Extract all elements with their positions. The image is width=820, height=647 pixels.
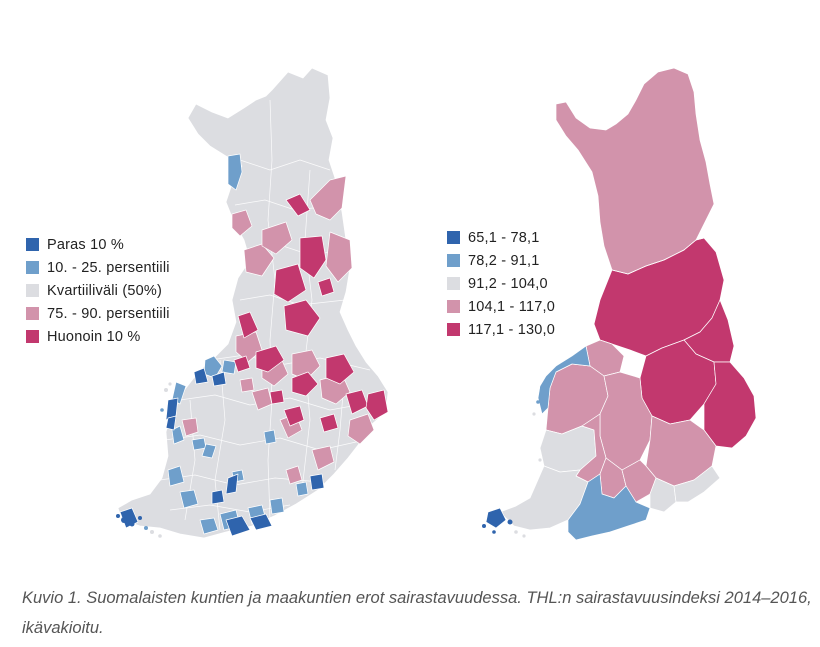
region-uusimaa — [567, 473, 651, 541]
west-coast-islands — [514, 386, 544, 538]
region-aland — [482, 507, 513, 534]
region-ostrobothnia — [537, 345, 591, 415]
legend-label: 104,1 - 117,0 — [468, 298, 555, 315]
municipalities-class-4 — [181, 175, 375, 485]
maps-canvas — [116, 67, 757, 541]
legend-swatch — [26, 238, 39, 251]
legend-regions: 65,1 - 78,1 78,2 - 91,1 91,2 - 104,0 104… — [447, 226, 555, 341]
legend-label: 78,2 - 91,1 — [468, 252, 540, 269]
legend-swatch — [447, 300, 460, 313]
legend-label: Kvartiiliväli (50%) — [47, 282, 162, 299]
legend-item: Huonoin 10 % — [26, 325, 170, 348]
legend-item: 91,2 - 104,0 — [447, 272, 555, 295]
legend-label: 117,1 - 130,0 — [468, 321, 555, 338]
legend-swatch — [447, 254, 460, 267]
region-southwest-finland — [499, 465, 589, 531]
figure-caption: Kuvio 1. Suomalaisten kuntien ja maakunt… — [22, 589, 812, 637]
legend-label: Paras 10 % — [47, 236, 124, 253]
legend-item: 65,1 - 78,1 — [447, 226, 555, 249]
legend-item: 117,1 - 130,0 — [447, 318, 555, 341]
legend-swatch — [26, 261, 39, 274]
legend-label: 10. - 25. persentiili — [47, 259, 170, 276]
legend-item: 104,1 - 117,0 — [447, 295, 555, 318]
legend-label: Huonoin 10 % — [47, 328, 141, 345]
municipalities-class-5 — [233, 193, 389, 433]
legend-item: Paras 10 % — [26, 233, 170, 256]
region-map — [482, 67, 757, 541]
legend-item: 75. - 90. persentiili — [26, 302, 170, 325]
legend-item: 78,2 - 91,1 — [447, 249, 555, 272]
region-borders — [611, 237, 705, 275]
legend-item: 10. - 25. persentiili — [26, 256, 170, 279]
legend-swatch — [26, 307, 39, 320]
region-lapland — [555, 67, 715, 275]
legend-swatch — [447, 277, 460, 290]
legend-label: 75. - 90. persentiili — [47, 305, 170, 322]
legend-swatch — [447, 323, 460, 336]
southwest-archipelago — [116, 382, 172, 538]
legend-item: Kvartiiliväli (50%) — [26, 279, 170, 302]
legend-label: 91,2 - 104,0 — [468, 275, 548, 292]
legend-swatch — [26, 284, 39, 297]
legend-municipalities: Paras 10 % 10. - 25. persentiili Kvartii… — [26, 233, 170, 348]
legend-label: 65,1 - 78,1 — [468, 229, 540, 246]
region-south-karelia — [673, 465, 721, 503]
municipality-map — [116, 67, 389, 539]
legend-swatch — [447, 231, 460, 244]
region-north-karelia — [703, 361, 757, 449]
legend-swatch — [26, 330, 39, 343]
